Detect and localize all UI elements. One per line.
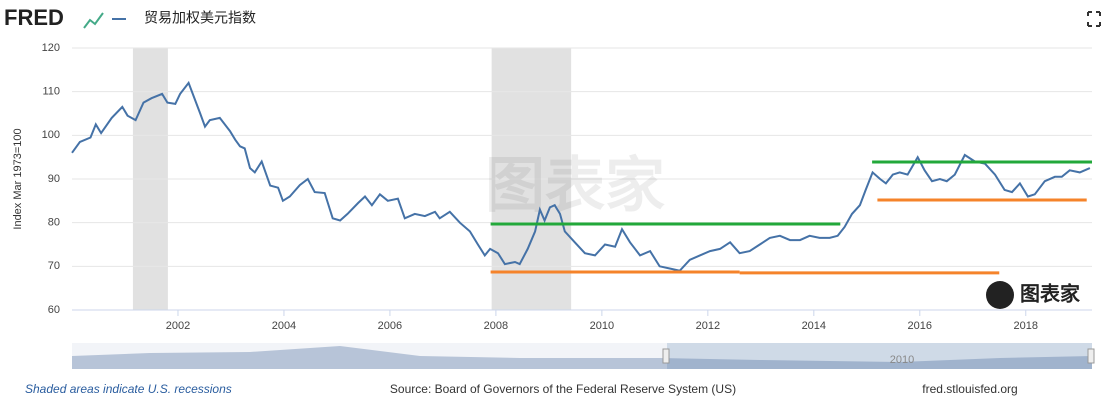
watermark: 图表家 <box>485 152 665 219</box>
brand-icon <box>83 12 104 29</box>
y-tick-label: 80 <box>48 217 60 229</box>
x-tick-label: 2008 <box>484 320 508 332</box>
y-tick-label: 90 <box>48 173 60 185</box>
x-tick-label: 2012 <box>696 320 720 332</box>
chart-title: 贸易加权美元指数 <box>144 10 256 26</box>
x-tick-label: 2006 <box>378 320 402 332</box>
x-tick-label: 2018 <box>1014 320 1038 332</box>
data-line <box>71 80 1091 272</box>
x-tick-label: 2010 <box>590 320 614 332</box>
footer-source: Source: Board of Governors of the Federa… <box>390 382 736 396</box>
logo-icon <box>986 281 1014 309</box>
y-tick-label: 100 <box>42 129 60 141</box>
footer-site[interactable]: fred.stlouisfed.org <box>922 382 1017 396</box>
navigator-label: 2010 <box>890 354 914 366</box>
y-tick-label: 70 <box>48 260 60 272</box>
navigator-handle[interactable] <box>662 348 670 364</box>
footer-note: Shaded areas indicate U.S. recessions <box>25 382 232 396</box>
x-tick-label: 2004 <box>272 320 296 332</box>
y-axis-label: Index Mar 1973=100 <box>12 128 24 229</box>
x-tick-label: 2014 <box>802 320 826 332</box>
y-tick-label: 60 <box>48 304 60 316</box>
fullscreen-icon[interactable] <box>1087 11 1101 27</box>
logo-text: 图表家 <box>1020 281 1081 305</box>
navigator-area <box>72 346 1092 369</box>
y-tick-label: 110 <box>42 86 60 98</box>
navigator-handle[interactable] <box>1087 348 1095 364</box>
navigator-selection[interactable] <box>667 343 1092 369</box>
x-tick-label: 2016 <box>908 320 932 332</box>
x-tick-label: 2002 <box>166 320 190 332</box>
y-tick-label: 120 <box>42 42 60 54</box>
brand: FRED <box>4 5 64 30</box>
